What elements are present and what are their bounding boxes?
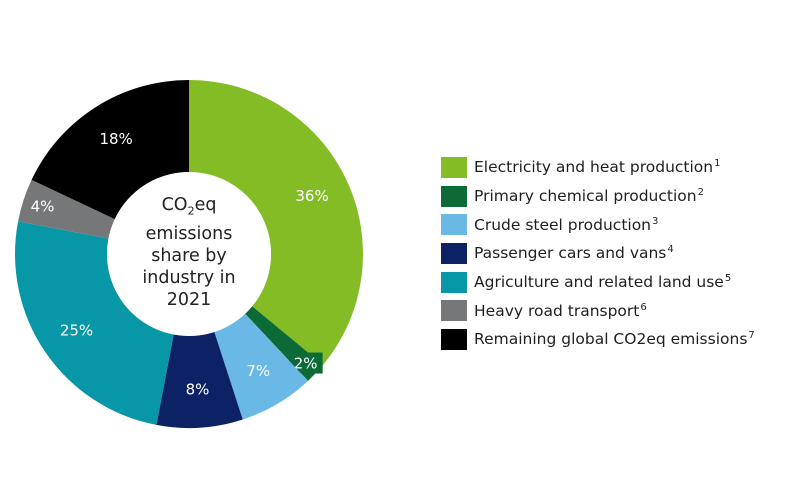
center-title-co: CO <box>161 195 188 215</box>
legend-item-remaining: Remaining global CO2eq emissions7 <box>441 325 755 354</box>
legend-label: Crude steel production3 <box>474 216 658 234</box>
legend-swatch <box>441 271 467 293</box>
legend-footnote: 4 <box>667 244 674 256</box>
legend-item-electricity: Electricity and heat production1 <box>441 153 755 182</box>
segment-value-label: 2% <box>294 355 318 373</box>
legend-swatch <box>441 156 467 178</box>
legend-text: Remaining global CO2eq emissions <box>474 330 748 349</box>
legend-label: Agriculture and related land use5 <box>474 273 731 291</box>
segment-value-label: 18% <box>99 130 132 148</box>
legend-item-steel: Crude steel production3 <box>441 210 755 239</box>
legend-item-chemical: Primary chemical production2 <box>441 182 755 211</box>
legend-label: Remaining global CO2eq emissions7 <box>474 330 755 348</box>
legend-text: Agriculture and related land use <box>474 273 724 292</box>
center-title-year: 2021 <box>166 289 212 310</box>
center-title-line3: share by <box>151 245 227 266</box>
donut-center-title: CO2eq emissions share by industry in 202… <box>109 194 269 311</box>
segment-value-label: 7% <box>246 362 270 380</box>
legend-swatch <box>441 214 467 236</box>
legend-label: Electricity and heat production1 <box>474 158 720 176</box>
donut-segment-agriculture <box>14 221 174 425</box>
segment-value-label: 4% <box>31 197 55 215</box>
segment-value-label: 8% <box>186 381 210 399</box>
donut-hole <box>107 172 271 336</box>
legend-footnote: 7 <box>748 330 755 342</box>
center-title-subscript: 2 <box>187 204 195 218</box>
legend-text: Passenger cars and vans <box>474 244 667 263</box>
legend-swatch <box>441 242 467 264</box>
legend-label: Passenger cars and vans4 <box>474 244 674 262</box>
legend: Electricity and heat production1 Primary… <box>441 153 755 354</box>
legend-footnote: 5 <box>724 273 732 285</box>
legend-text: Primary chemical production <box>474 187 697 206</box>
legend-item-heavy-road: Heavy road transport6 <box>441 296 755 325</box>
legend-text: Heavy road transport <box>474 301 640 320</box>
segment-value-label: 25% <box>60 321 93 339</box>
donut-segment-steel <box>214 313 309 420</box>
center-title-line2: emissions <box>145 223 233 244</box>
donut-segment-cars <box>156 331 243 429</box>
center-title-eq: eq <box>194 195 217 215</box>
legend-footnote: 1 <box>714 158 721 170</box>
legend-footnote: 3 <box>652 215 659 227</box>
legend-label: Heavy road transport6 <box>474 302 647 320</box>
legend-text: Electricity and heat production <box>474 158 714 177</box>
legend-item-agriculture: Agriculture and related land use5 <box>441 268 755 297</box>
legend-swatch <box>441 328 467 350</box>
legend-item-cars: Passenger cars and vans4 <box>441 239 755 268</box>
donut-segment-electricity <box>189 80 363 365</box>
legend-footnote: 6 <box>640 301 647 313</box>
donut-segment-remaining <box>31 80 190 220</box>
legend-swatch <box>441 185 467 207</box>
legend-text: Crude steel production <box>474 215 652 234</box>
legend-footnote: 2 <box>697 187 704 199</box>
small-slice-label-badge <box>288 352 323 374</box>
legend-swatch <box>441 300 467 322</box>
center-title-line4: industry in <box>142 267 236 288</box>
donut-segment-heavy-road <box>18 179 115 239</box>
segment-value-label: 36% <box>295 187 328 205</box>
legend-label: Primary chemical production2 <box>474 187 704 205</box>
